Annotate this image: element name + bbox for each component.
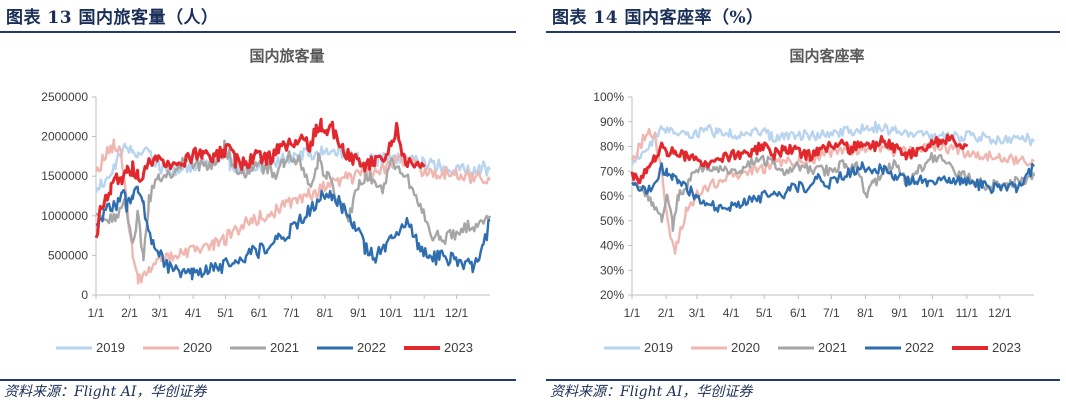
y-tick-label: 2000000 xyxy=(41,130,88,144)
y-tick-label: 40% xyxy=(600,239,624,253)
x-tick-label: 4/1 xyxy=(185,306,202,320)
y-tick-label: 2500000 xyxy=(41,90,88,104)
x-tick-label: 7/1 xyxy=(823,306,840,320)
y-tick-label: 70% xyxy=(600,164,624,178)
y-tick-label: 500000 xyxy=(48,248,88,262)
x-tick-label: 6/1 xyxy=(251,306,268,320)
legend-label-2023: 2023 xyxy=(992,340,1021,355)
x-tick-label: 12/1 xyxy=(445,306,469,320)
legend-label-2021: 2021 xyxy=(818,340,847,355)
series-line-2022 xyxy=(631,161,1035,213)
series-line-2023 xyxy=(630,133,969,185)
series-line-2023 xyxy=(94,117,426,239)
x-tick-label: 12/1 xyxy=(988,306,1012,320)
legend-label-2022: 2022 xyxy=(905,340,934,355)
y-tick-label: 20% xyxy=(600,288,624,302)
y-tick-label: 1500000 xyxy=(41,169,88,183)
x-tick-label: 9/1 xyxy=(891,306,908,320)
y-tick-label: 50% xyxy=(600,214,624,228)
source-note: 资料来源：Flight AI，华创证券 xyxy=(550,384,753,400)
figure-header: 图表 13 国内旅客量（人） xyxy=(6,8,219,28)
figure-14: 图表 14 国内客座率（%） 国内客座率 20% 30% 40% 50% 60% 70% 80… xyxy=(546,0,1066,406)
passenger-volume-chart: 国内旅客量 0 500000 1000000 1500000 2000000 2500000… xyxy=(41,47,492,355)
load-factor-chart: 国内客座率 20% 30% 40% 50% 60% 70% 80% 90% 100% 1/1 2/1 3… xyxy=(593,47,1036,355)
x-tick-label: 3/1 xyxy=(151,306,168,320)
legend-label-2022: 2022 xyxy=(357,340,386,355)
x-tick-label: 6/1 xyxy=(790,306,807,320)
legend-label-2021: 2021 xyxy=(270,340,299,355)
series-line-2021 xyxy=(95,139,492,262)
x-tick-label: 8/1 xyxy=(317,306,334,320)
legend-label-2020: 2020 xyxy=(731,340,760,355)
x-tick-label: 2/1 xyxy=(121,306,138,320)
series-line-2021 xyxy=(631,151,1036,233)
series-line-2022 xyxy=(95,185,491,281)
chart-title: 国内客座率 xyxy=(789,47,864,65)
x-tick-label: 2/1 xyxy=(658,306,675,320)
x-tick-label: 4/1 xyxy=(723,306,740,320)
y-tick-label: 0 xyxy=(81,288,88,302)
x-tick-label: 11/1 xyxy=(956,306,979,320)
y-tick-label: 100% xyxy=(593,90,624,104)
x-tick-label: 10/1 xyxy=(921,306,945,320)
legend-label-2019: 2019 xyxy=(96,340,125,355)
header-rule xyxy=(0,31,516,33)
x-tick-label: 5/1 xyxy=(217,306,234,320)
figure-13: 图表 13 国内旅客量（人） 国内旅客量 0 500000 1000000 150000… xyxy=(0,0,520,406)
x-tick-label: 1/1 xyxy=(88,306,105,320)
x-tick-label: 5/1 xyxy=(756,306,773,320)
y-tick-label: 1000000 xyxy=(41,209,88,223)
footer-rule xyxy=(546,379,1060,381)
x-tick-label: 9/1 xyxy=(350,306,367,320)
legend-label-2023: 2023 xyxy=(444,340,473,355)
footer-rule xyxy=(0,379,516,381)
legend-label-2019: 2019 xyxy=(644,340,673,355)
chart-title: 国内旅客量 xyxy=(249,47,324,65)
x-tick-label: 1/1 xyxy=(624,306,641,320)
figure-header: 图表 14 国内客座率（%） xyxy=(552,8,764,28)
x-tick-label: 10/1 xyxy=(379,306,403,320)
x-tick-label: 3/1 xyxy=(689,306,706,320)
x-tick-label: 7/1 xyxy=(283,306,300,320)
legend-label-2020: 2020 xyxy=(183,340,212,355)
series-line-2019 xyxy=(630,120,1035,166)
y-tick-label: 60% xyxy=(600,189,624,203)
header-rule xyxy=(546,31,1060,33)
y-tick-label: 90% xyxy=(600,115,624,129)
y-tick-label: 80% xyxy=(600,140,624,154)
y-tick-label: 30% xyxy=(600,263,624,277)
x-tick-label: 8/1 xyxy=(857,306,874,320)
x-tick-label: 11/1 xyxy=(413,306,436,320)
source-note: 资料来源：Flight AI，华创证券 xyxy=(4,384,207,400)
